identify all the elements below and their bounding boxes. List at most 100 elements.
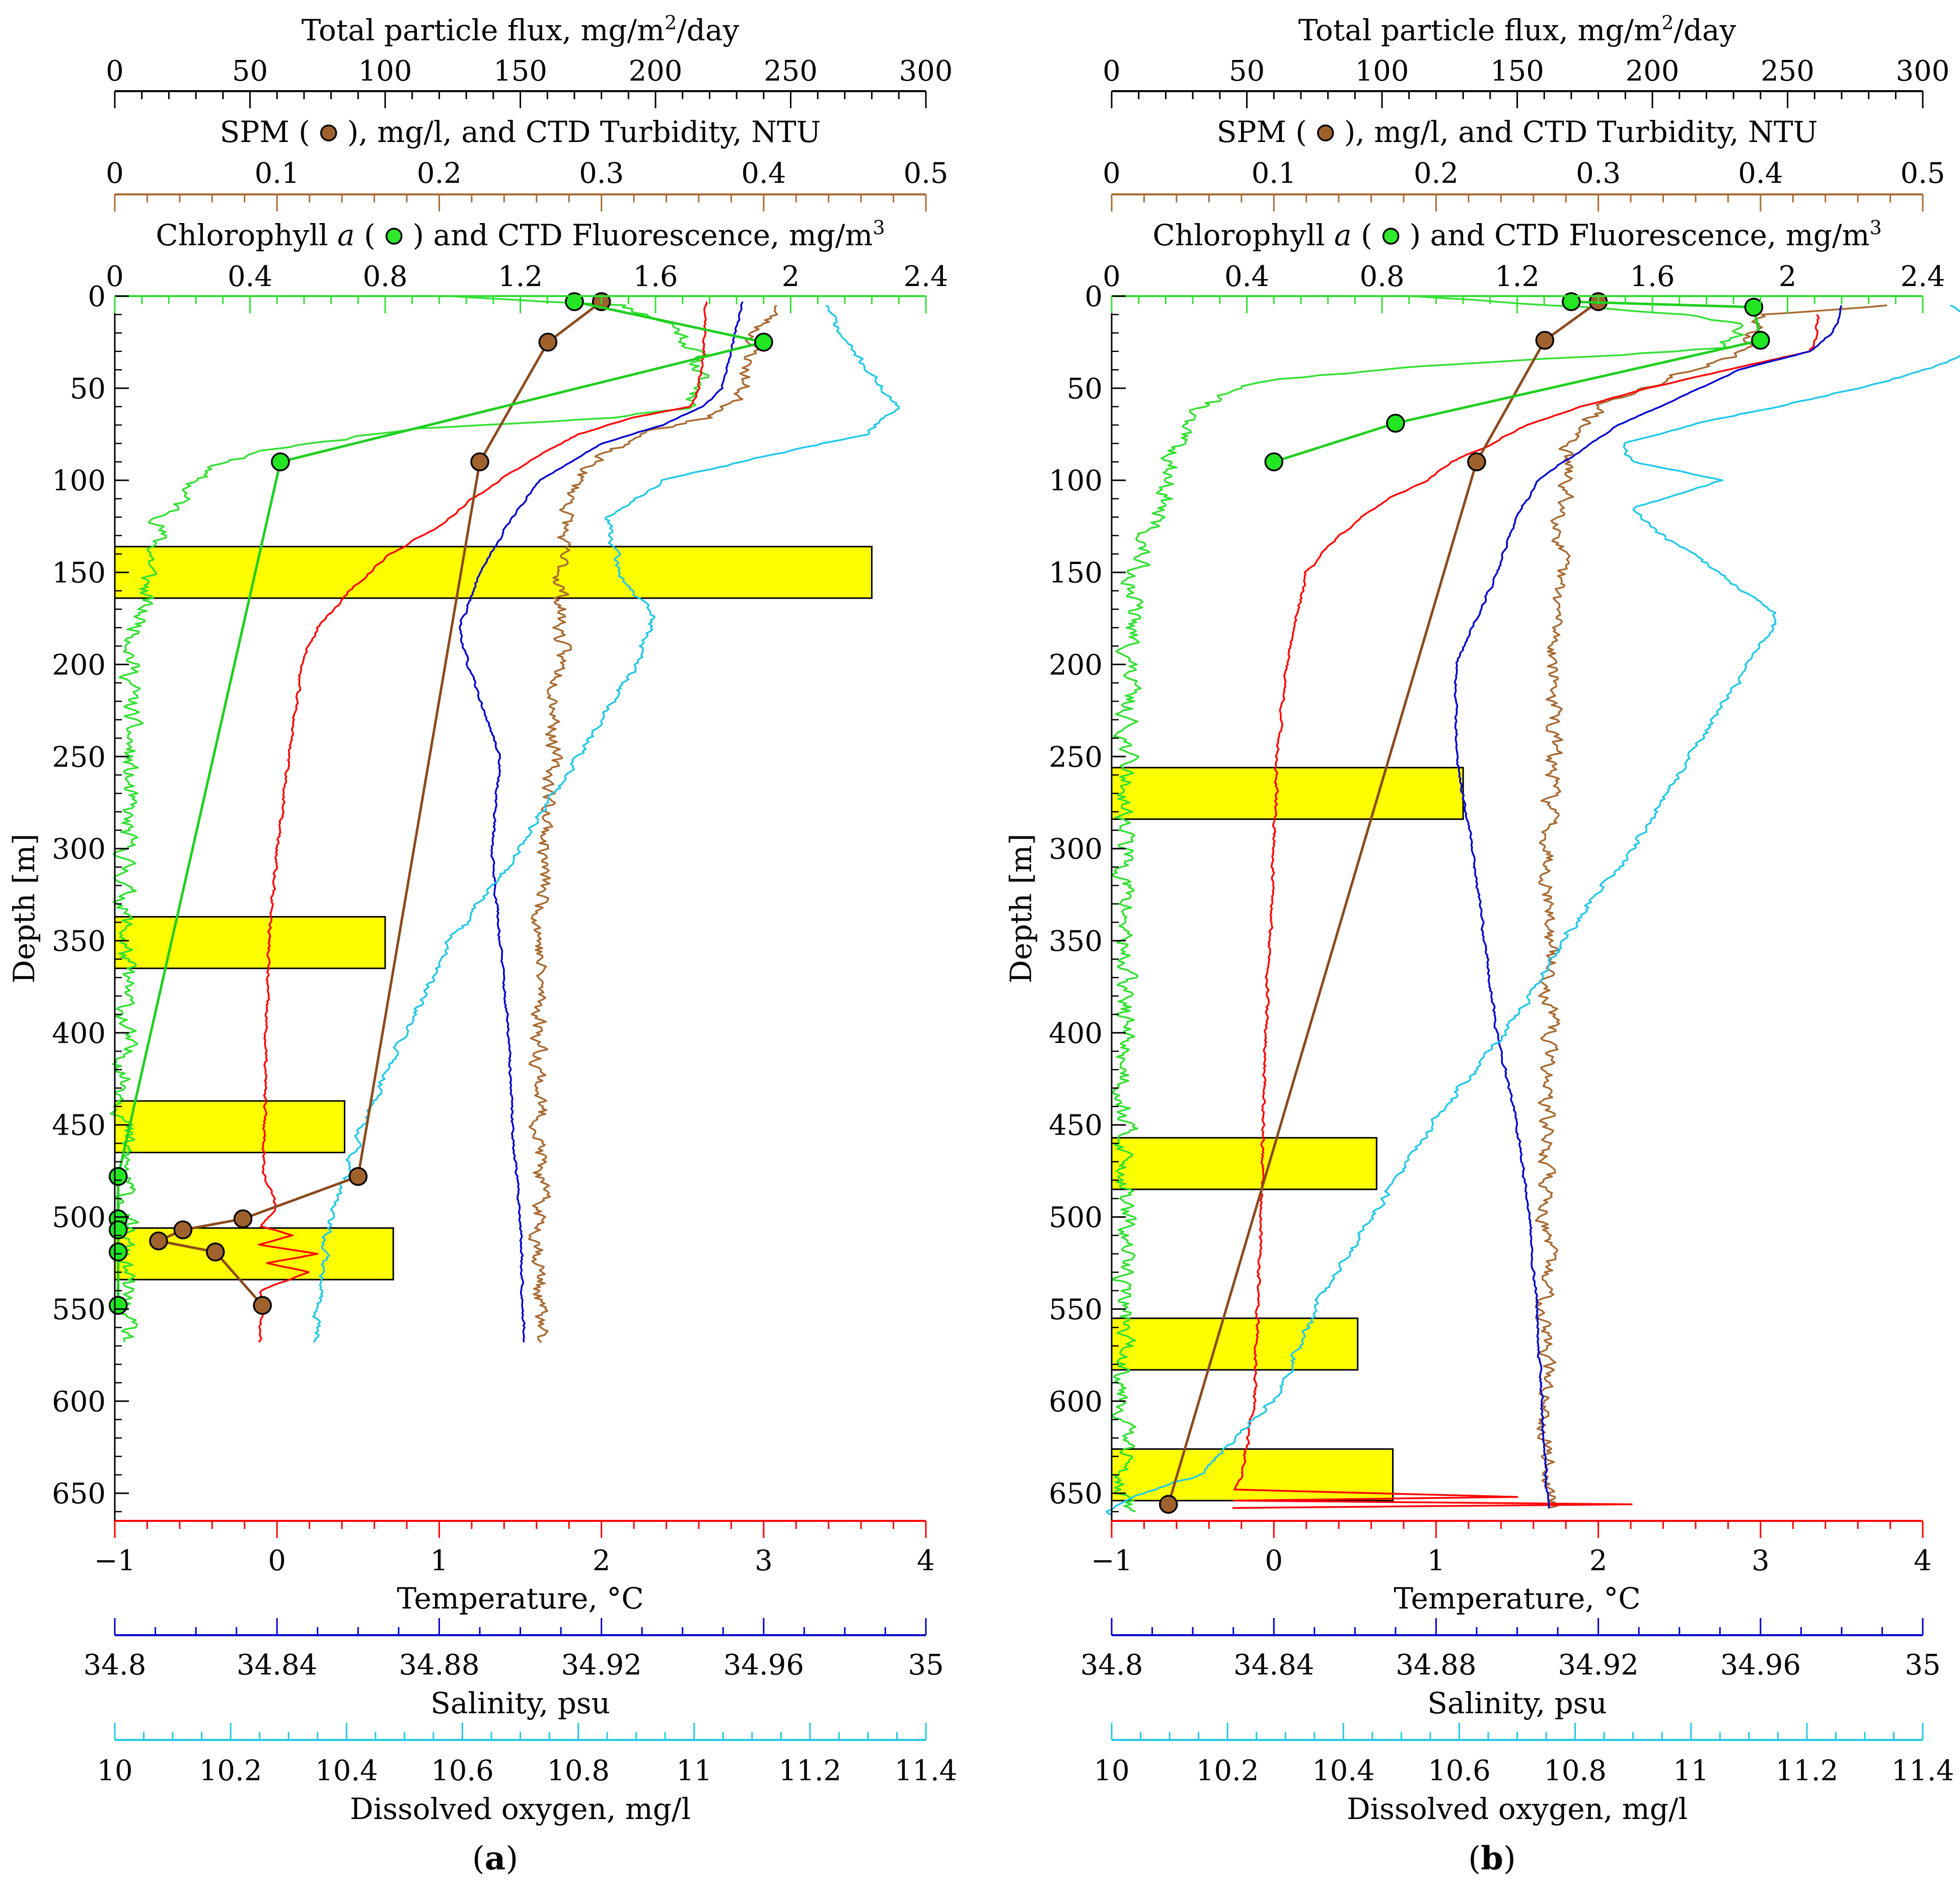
temperature-tick-label-5: 4 bbox=[1914, 1545, 1932, 1577]
profile-temperature bbox=[258, 301, 708, 1343]
flux-tick-label-2: 100 bbox=[1355, 55, 1409, 88]
salinity-tick-label-0: 34.8 bbox=[84, 1649, 147, 1682]
flux-title-superscript: 2 bbox=[665, 12, 677, 34]
spm-title-marker bbox=[1317, 124, 1334, 142]
oxygen-tick-label-5: 11 bbox=[676, 1755, 712, 1787]
temperature-tick-label-2: 1 bbox=[1427, 1545, 1445, 1577]
spm-title-marker bbox=[320, 124, 337, 142]
salinity-tick-label-5: 35 bbox=[908, 1649, 943, 1682]
chl-axis-title: Chlorophyll a ( ) and CTD Fluorescence, … bbox=[156, 217, 885, 252]
spm-sample-point-5 bbox=[173, 1220, 193, 1239]
flux-tick-label-4: 200 bbox=[629, 55, 683, 88]
oxygen-tick-label-0: 10 bbox=[97, 1755, 132, 1787]
profile-dissolved-oxygen bbox=[1105, 304, 1960, 1516]
oxygen-tick-label-6: 11.2 bbox=[779, 1755, 842, 1787]
chl-tick-label-3: 1.2 bbox=[498, 260, 543, 293]
oxygen-tick-label-4: 10.8 bbox=[1544, 1755, 1607, 1787]
spm-title-part: ), mg/l, and CTD Turbidity, NTU bbox=[347, 115, 821, 149]
y-tick-label-6: 300 bbox=[52, 833, 106, 866]
flux-tick-label-3: 150 bbox=[493, 55, 547, 88]
y-tick-label-9: 450 bbox=[1049, 1109, 1103, 1142]
y-tick-label-4: 200 bbox=[1049, 649, 1103, 681]
chl-axis-title: Chlorophyll a ( ) and CTD Fluorescence, … bbox=[1152, 217, 1881, 252]
y-tick-label-4: 200 bbox=[52, 649, 106, 681]
panel-label: (a) bbox=[472, 1840, 518, 1877]
flux-title-part: Total particle flux, mg/m bbox=[1298, 13, 1661, 47]
y-tick-label-2: 100 bbox=[1049, 465, 1103, 498]
spm-tick-label-4: 0.4 bbox=[741, 157, 786, 190]
spm-sample-point-2 bbox=[470, 452, 489, 471]
chl-tick-label-6: 2.4 bbox=[1900, 260, 1945, 293]
y-tick-label-12: 600 bbox=[1049, 1385, 1103, 1418]
chl-tick-label-1: 0.4 bbox=[228, 260, 272, 293]
y-tick-label-8: 400 bbox=[1049, 1017, 1103, 1050]
spm-tick-label-0: 0 bbox=[106, 157, 124, 190]
chl-sample-point-6 bbox=[108, 1242, 128, 1262]
chl-sample-line bbox=[117, 300, 764, 1306]
chl-sample-point-5 bbox=[108, 1220, 128, 1239]
salinity-tick-label-2: 34.88 bbox=[399, 1649, 479, 1682]
flux-tick-label-4: 200 bbox=[1626, 55, 1680, 88]
spm-tick-label-5: 0.5 bbox=[903, 157, 948, 190]
y-tick-label-7: 350 bbox=[1049, 925, 1103, 958]
oxygen-tick-label-1: 10.2 bbox=[1196, 1755, 1259, 1787]
temperature-tick-label-3: 2 bbox=[1589, 1545, 1608, 1577]
salinity-tick-label-0: 34.8 bbox=[1080, 1649, 1143, 1682]
chl-sample-point-1 bbox=[1744, 298, 1764, 317]
flux-bar-2 bbox=[114, 1100, 345, 1154]
chl-tick-label-2: 0.8 bbox=[1359, 260, 1404, 293]
flux-tick-label-2: 100 bbox=[358, 55, 412, 88]
chl-title-part: ) and CTD Fluorescence, mg/m bbox=[412, 218, 873, 252]
flux-tick-label-1: 50 bbox=[232, 55, 268, 88]
oxygen-tick-label-2: 10.4 bbox=[1312, 1755, 1375, 1787]
temperature-axis-title: Temperature, °C bbox=[1394, 1581, 1640, 1616]
spm-tick-label-2: 0.2 bbox=[1414, 157, 1459, 190]
y-tick-label-7: 350 bbox=[52, 925, 106, 958]
chl-tick-label-4: 1.6 bbox=[633, 260, 678, 293]
profile-dissolved-oxygen bbox=[312, 304, 900, 1343]
panel-label-prefix: ( bbox=[472, 1840, 485, 1877]
flux-title-part: /day bbox=[677, 13, 739, 47]
spm-tick-label-1: 0.1 bbox=[1252, 157, 1296, 190]
salinity-tick-label-3: 34.92 bbox=[561, 1649, 641, 1682]
chl-tick-label-0: 0 bbox=[1103, 260, 1121, 293]
spm-tick-label-2: 0.2 bbox=[417, 157, 462, 190]
oxygen-tick-label-0: 10 bbox=[1094, 1755, 1129, 1787]
chl-tick-label-2: 0.8 bbox=[362, 260, 407, 293]
y-tick-label-3: 150 bbox=[52, 557, 106, 590]
spm-axis-title: SPM ( ), mg/l, and CTD Turbidity, NTU bbox=[1217, 115, 1818, 149]
temperature-tick-label-3: 2 bbox=[593, 1545, 611, 1577]
temperature-tick-label-1: 0 bbox=[1265, 1545, 1283, 1577]
spm-sample-point-3 bbox=[348, 1167, 368, 1186]
flux-tick-label-1: 50 bbox=[1229, 55, 1265, 88]
y-tick-label-2: 100 bbox=[52, 465, 106, 498]
temperature-tick-label-0: −1 bbox=[1091, 1545, 1133, 1577]
y-tick-label-0: 0 bbox=[88, 281, 106, 313]
chl-title-part: ( bbox=[355, 218, 376, 252]
y-tick-label-9: 450 bbox=[52, 1109, 106, 1142]
oxygen-tick-label-5: 11 bbox=[1673, 1755, 1709, 1787]
panel-a: 050100150200250300350400450500550600650D… bbox=[7, 12, 957, 1877]
profile-salinity bbox=[459, 301, 744, 1343]
panel-label: (b) bbox=[1468, 1840, 1516, 1877]
chl-sample-point-3 bbox=[1386, 413, 1405, 433]
y-tick-label-6: 300 bbox=[1049, 833, 1103, 866]
y-tick-label-3: 150 bbox=[1049, 557, 1103, 590]
temperature-axis-title: Temperature, °C bbox=[397, 1581, 643, 1616]
oxygen-tick-label-1: 10.2 bbox=[199, 1755, 262, 1787]
y-tick-label-10: 500 bbox=[52, 1202, 106, 1234]
flux-axis-title: Total particle flux, mg/m2/day bbox=[302, 12, 740, 47]
y-tick-label-13: 650 bbox=[1049, 1478, 1103, 1510]
salinity-tick-label-1: 34.84 bbox=[1233, 1649, 1314, 1682]
flux-title-part: Total particle flux, mg/m bbox=[302, 13, 665, 47]
oxygen-tick-label-3: 10.6 bbox=[1428, 1755, 1491, 1787]
spm-tick-label-5: 0.5 bbox=[1900, 157, 1945, 190]
flux-tick-label-0: 0 bbox=[1103, 55, 1121, 88]
flux-tick-label-3: 150 bbox=[1490, 55, 1544, 88]
salinity-tick-label-4: 34.96 bbox=[1720, 1649, 1801, 1682]
y-tick-label-0: 0 bbox=[1084, 281, 1103, 313]
chl-tick-label-4: 1.6 bbox=[1630, 260, 1675, 293]
spm-sample-line bbox=[1167, 300, 1600, 1505]
salinity-tick-label-4: 34.96 bbox=[723, 1649, 804, 1682]
